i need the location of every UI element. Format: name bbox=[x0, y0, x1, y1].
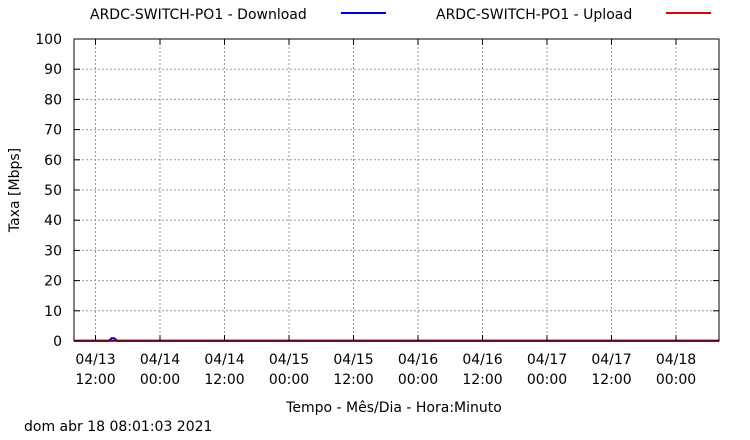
y-tick-label: 90 bbox=[44, 62, 62, 78]
y-axis-label: Taxa [Mbps] bbox=[7, 148, 23, 233]
x-tick-label-date: 04/14 bbox=[204, 352, 244, 368]
x-tick-label-date: 04/14 bbox=[140, 352, 180, 368]
grid bbox=[74, 39, 719, 341]
x-tick-label-time: 00:00 bbox=[398, 372, 438, 388]
x-axis-label: Tempo - Mês/Dia - Hora:Minuto bbox=[285, 400, 502, 416]
x-tick-label-time: 12:00 bbox=[591, 372, 631, 388]
x-tick-label-date: 04/16 bbox=[398, 352, 438, 368]
y-tick-label: 60 bbox=[44, 153, 62, 169]
x-tick-label-date: 04/13 bbox=[75, 352, 115, 368]
x-tick-label-time: 12:00 bbox=[75, 372, 115, 388]
y-tick-label: 0 bbox=[53, 334, 62, 350]
y-tick-label: 20 bbox=[44, 274, 62, 290]
generated-timestamp: dom abr 18 08:01:03 2021 bbox=[24, 419, 213, 435]
x-tick-label-time: 12:00 bbox=[462, 372, 502, 388]
x-tick-label-time: 12:00 bbox=[333, 372, 373, 388]
y-tick-label: 70 bbox=[44, 123, 62, 139]
y-axis-ticks: 0 10 20 30 40 50 60 70 80 90 100 bbox=[35, 32, 719, 350]
y-tick-label: 40 bbox=[44, 213, 62, 229]
y-tick-label: 80 bbox=[44, 92, 62, 108]
legend-label-download: ARDC-SWITCH-PO1 - Download bbox=[90, 7, 307, 23]
y-tick-label: 10 bbox=[44, 304, 62, 320]
x-tick-label-time: 00:00 bbox=[656, 372, 696, 388]
y-tick-label: 50 bbox=[44, 183, 62, 199]
x-tick-label-date: 04/17 bbox=[527, 352, 567, 368]
x-tick-label-time: 00:00 bbox=[527, 372, 567, 388]
x-tick-label-date: 04/18 bbox=[656, 352, 696, 368]
legend: ARDC-SWITCH-PO1 - Download ARDC-SWITCH-P… bbox=[90, 7, 711, 23]
series-layer bbox=[74, 337, 719, 342]
x-tick-label-time: 12:00 bbox=[204, 372, 244, 388]
x-tick-label-date: 04/15 bbox=[333, 352, 373, 368]
y-tick-label: 30 bbox=[44, 243, 62, 259]
x-tick-label-date: 04/17 bbox=[591, 352, 631, 368]
y-tick-label: 100 bbox=[35, 32, 62, 48]
x-tick-label-date: 04/16 bbox=[462, 352, 502, 368]
x-tick-label-time: 00:00 bbox=[140, 372, 180, 388]
legend-label-upload: ARDC-SWITCH-PO1 - Upload bbox=[436, 7, 632, 23]
x-tick-label-date: 04/15 bbox=[269, 352, 309, 368]
x-tick-label-time: 00:00 bbox=[269, 372, 309, 388]
x-axis-ticks: 04/13 12:00 04/14 00:00 04/14 12:00 04/15 00:00… bbox=[75, 39, 696, 388]
